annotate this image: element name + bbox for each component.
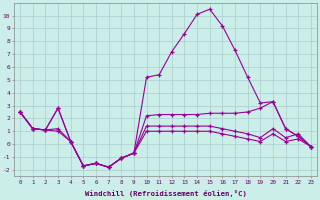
X-axis label: Windchill (Refroidissement éolien,°C): Windchill (Refroidissement éolien,°C) xyxy=(84,190,246,197)
